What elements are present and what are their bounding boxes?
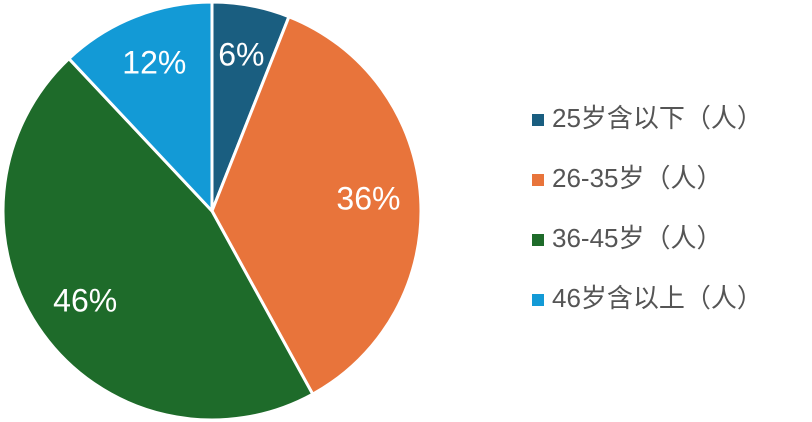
legend-label: 26-35岁（人）: [552, 163, 723, 193]
legend-swatch: [532, 174, 544, 186]
slice-label: 12%: [122, 45, 186, 81]
slice-label: 6%: [218, 36, 264, 72]
pie-slice: [210, 14, 423, 397]
legend-label: 36-45岁（人）: [552, 223, 723, 253]
slice-label: 46%: [53, 283, 117, 319]
legend-label: 25岁含以下（人）: [552, 103, 763, 133]
legend-swatch: [532, 234, 544, 246]
legend-label: 46岁含以上（人）: [552, 283, 763, 313]
pie-slice: [66, 0, 214, 215]
slice-label: 36%: [336, 181, 400, 217]
pie-slice: [1, 56, 315, 422]
legend-swatch: [532, 114, 544, 126]
legend-swatch: [532, 294, 544, 306]
